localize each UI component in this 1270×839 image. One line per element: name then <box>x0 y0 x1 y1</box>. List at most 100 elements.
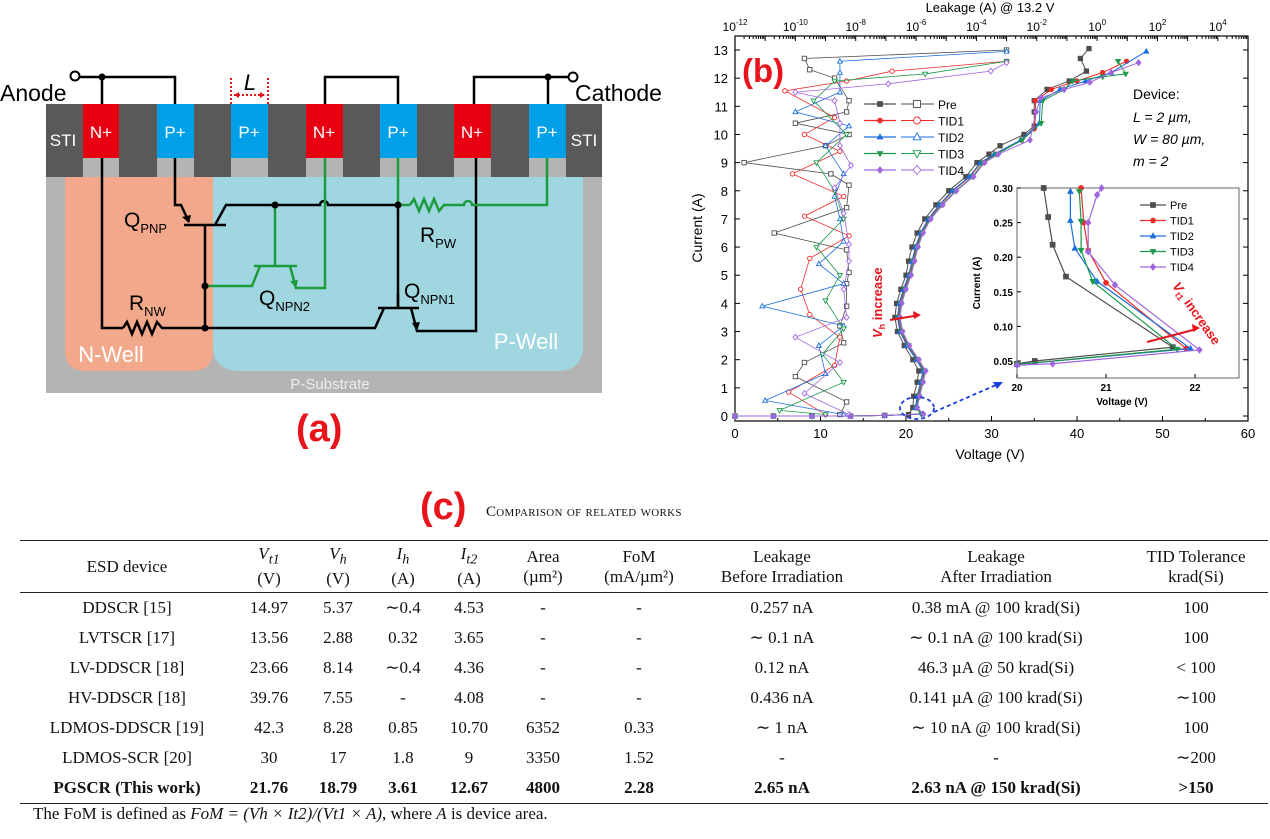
iv-point <box>997 143 1003 149</box>
inset-legend: Pre TID1 TID2 TID3 TID4 <box>1140 200 1194 274</box>
resistor-rpw <box>408 158 549 215</box>
header-leakage-before: Leakage Before Irradiation <box>720 546 844 586</box>
x-tick-label: 60 <box>1241 426 1255 441</box>
inset-legend-marker <box>1150 217 1156 224</box>
leakage-point <box>822 298 829 305</box>
inset-legend-marker <box>1150 202 1156 208</box>
main-legend: Pre TID1 TID2 TID3 TID4 <box>864 98 964 178</box>
series-tid4 <box>731 59 1142 420</box>
inset-point <box>1066 187 1074 194</box>
y-tick-label: 2 <box>721 353 728 368</box>
leakage-point <box>807 67 813 73</box>
x2-tick-base: 10 <box>845 20 859 34</box>
inset-legend-item: TID4 <box>1140 262 1194 274</box>
r-nw-label: RNW <box>129 292 167 319</box>
inset-point <box>1093 191 1101 199</box>
vh-arrow <box>889 315 915 321</box>
leakage-point <box>801 359 808 366</box>
inset-point <box>1063 273 1069 280</box>
x2-tick-exponent: -12 <box>736 18 748 27</box>
legend-marker-iv <box>876 166 884 174</box>
inset-y-tick-label: 0.05 <box>994 357 1014 368</box>
npn1-emitter-arrow <box>412 322 420 331</box>
inset-point <box>1093 277 1101 284</box>
header-it2: It2 (A) <box>457 544 481 589</box>
table-cell: 4.36 <box>454 658 484 678</box>
table-row: DDSCR [15] 14.97 5.37 ∼0.4 4.53 - - 0.257 nA 0.3… <box>20 593 1268 624</box>
pnp-emitter-arrow <box>182 215 191 223</box>
table-cell: 8.14 <box>323 658 353 678</box>
cathode-terminal <box>567 71 579 83</box>
vh-arrowhead <box>913 311 921 319</box>
sti-regions <box>46 104 602 177</box>
table-cell: 39.76 <box>249 688 289 708</box>
iv-point <box>920 410 927 418</box>
leakage-point <box>792 108 799 115</box>
x-tick-label: 50 <box>1155 426 1169 441</box>
table-cell: 4800 <box>526 778 560 798</box>
table-row: LDMOS-DDSCR [19] 42.3 8.28 0.85 10.70 6352 0.3… <box>20 713 1268 743</box>
x2-tick-exponent: 2 <box>1162 18 1167 27</box>
header-ih: Ih (A) <box>391 544 415 589</box>
table-cell: - <box>636 658 642 678</box>
x2-axis-label: Leakage (A) @ 13.2 V <box>926 0 1055 15</box>
junction-dot <box>544 73 552 81</box>
leakage-point <box>792 333 799 341</box>
legend-label: Pre <box>938 98 957 112</box>
table-row: LDMOS-SCR [20] 30 17 1.8 9 3350 1.52 - - ∼200 <box>20 743 1268 773</box>
inset-y-tick-label: 0.10 <box>994 322 1014 333</box>
leakage-point <box>831 184 838 192</box>
leakage-point <box>822 142 829 148</box>
inset-point <box>1084 247 1092 256</box>
x2-tick-label: 100 <box>1088 18 1106 34</box>
iv-point <box>1048 86 1055 93</box>
y-tick-label: 13 <box>714 43 728 58</box>
legend-item: TID2 <box>864 131 964 145</box>
y-tick-label: 4 <box>721 296 728 311</box>
table-cell: - <box>540 688 546 708</box>
leakage-point <box>741 159 747 166</box>
pplus-label: P+ <box>387 123 408 142</box>
inset-x-tick-label: 22 <box>1189 383 1201 394</box>
legend-marker-iv <box>877 101 883 107</box>
table-cell: LDMOS-DDSCR [19] <box>49 718 205 738</box>
leakage-point <box>840 237 847 244</box>
x-axis-label: Voltage (V) <box>955 446 1024 462</box>
table-cell: 2.65 nA <box>754 778 810 798</box>
leakage-point <box>843 132 850 139</box>
p-substrate-label: P-Substrate <box>290 376 369 393</box>
pplus-label: P+ <box>536 123 557 142</box>
n-well-label: N-Well <box>78 342 144 367</box>
inset-point <box>1084 218 1092 227</box>
leakage-line <box>744 49 1007 415</box>
x2-tick-base: 10 <box>783 20 797 34</box>
iv-point <box>1114 59 1122 65</box>
x2-tick-exponent: 0 <box>1102 18 1107 27</box>
iv-point <box>916 392 923 400</box>
leakage-point <box>837 148 843 155</box>
device-info-line: L = 2 µm, <box>1133 109 1192 125</box>
inset-series-tid4 <box>1013 184 1203 369</box>
iv-point <box>1026 136 1033 144</box>
iv-point <box>914 403 921 412</box>
table-row: LV-DDSCR [18] 23.66 8.14 ∼0.4 4.36 - - 0.12 nA 4… <box>20 653 1268 683</box>
r-pw-label: RPW <box>420 224 457 251</box>
table-cell: 21.76 <box>249 778 289 798</box>
table-cell: 13.56 <box>249 628 289 648</box>
leakage-point <box>822 412 829 419</box>
zoom-region-marker <box>899 396 935 420</box>
inset-point <box>1077 247 1085 255</box>
iv-point <box>1061 85 1068 93</box>
table-cell: ∼ 10 nA @ 100 krad(Si) <box>911 718 1081 738</box>
table-cell: - <box>636 688 642 708</box>
leakage-point <box>836 57 844 64</box>
table-cell: 42.3 <box>254 718 284 738</box>
x2-tick-base: 10 <box>1027 20 1041 34</box>
leakage-point <box>885 80 892 88</box>
vt1-arrow <box>1146 329 1194 343</box>
table-footnote: The FoM is defined as FoM = (Vh × It2)/(… <box>33 804 548 823</box>
inset-y-tick-label: 0.25 <box>994 219 1014 230</box>
inset-y-tick-label: 0.15 <box>994 288 1014 299</box>
table-row: LVTSCR [17] 13.56 2.88 0.32 3.65 - - ∼ 0.1 nA ∼ … <box>20 623 1268 653</box>
